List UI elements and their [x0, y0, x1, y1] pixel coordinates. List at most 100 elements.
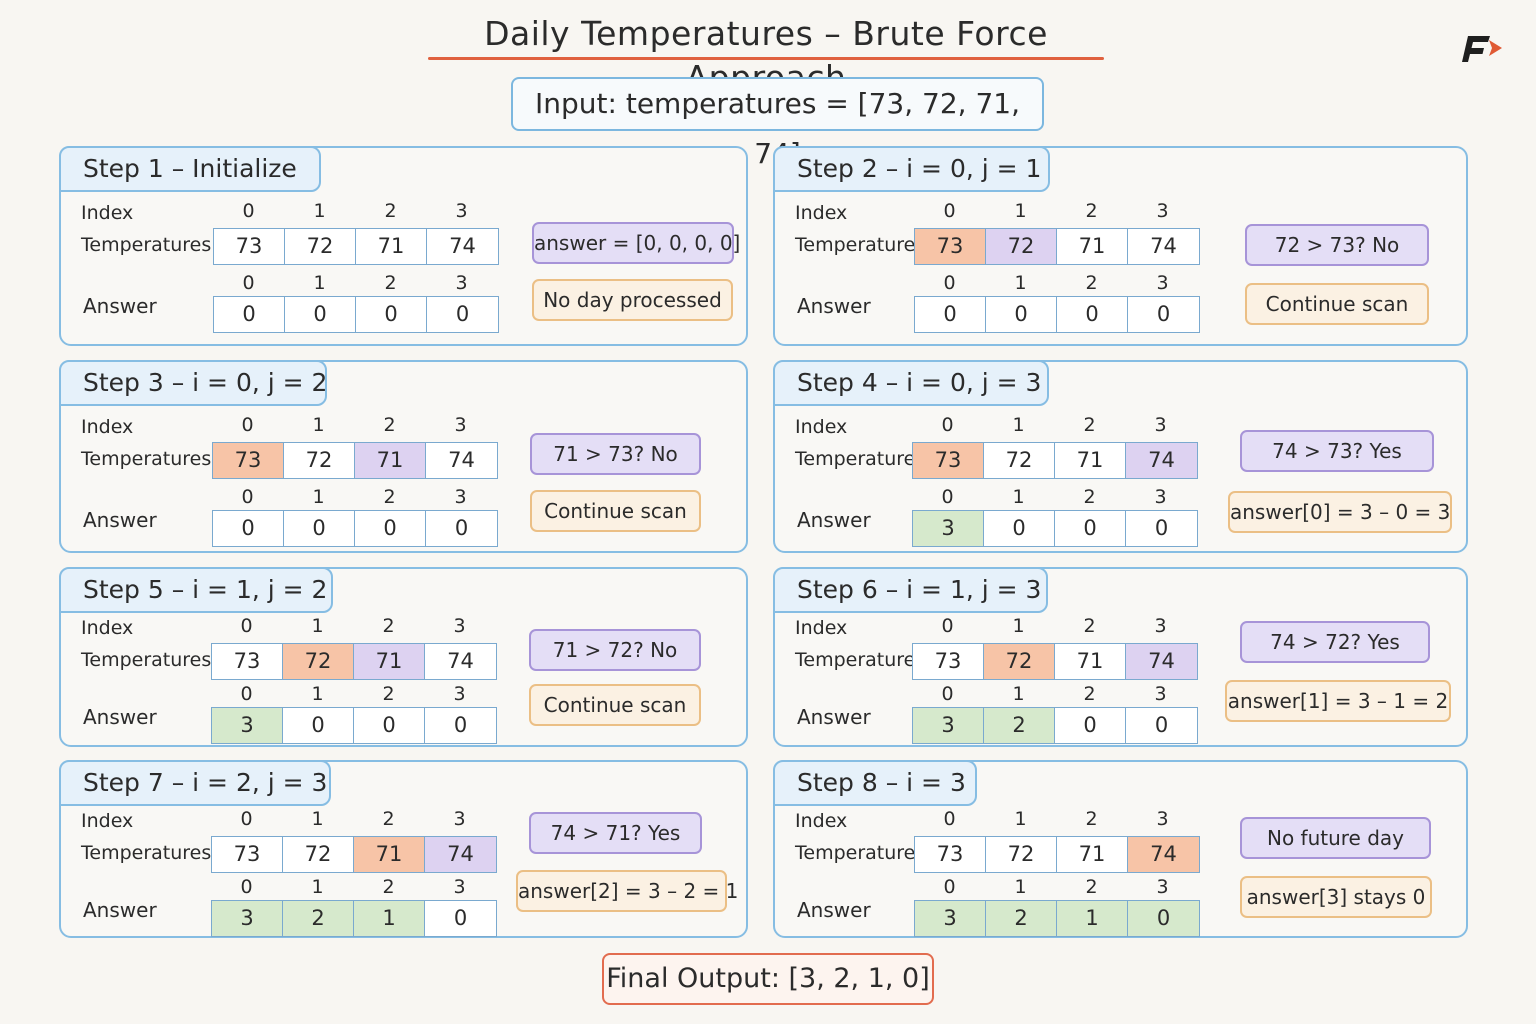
index-number: 0	[240, 615, 253, 637]
action-note: answer[3] stays 0	[1240, 876, 1432, 918]
answer-cell: 3	[915, 901, 986, 936]
comparison-note: 72 > 73? No	[1245, 224, 1429, 266]
index-number: 1	[312, 414, 325, 436]
temperature-cell: 72	[984, 644, 1055, 679]
answer-label: Answer	[797, 508, 871, 532]
answer-cell: 3	[212, 901, 283, 936]
answer-cell: 1	[354, 901, 425, 936]
index-number: 1	[313, 272, 326, 294]
answer-cell: 1	[1057, 901, 1128, 936]
action-note: No day processed	[532, 279, 733, 321]
step-title: Step 8 – i = 3	[773, 760, 977, 806]
temperature-cell: 74	[448, 448, 475, 472]
index-number: 2	[384, 272, 397, 294]
temperatures-row: 73 72 71 74	[912, 442, 1198, 479]
index-number: 2	[1085, 808, 1098, 830]
index-label: Index	[81, 810, 134, 832]
index-number: 1	[1012, 615, 1025, 637]
index-number: 0	[240, 876, 253, 898]
temperatures-row: 73 72 71 74	[211, 643, 497, 680]
index-number: 1	[1012, 414, 1025, 436]
temperature-cell: 72	[284, 443, 355, 478]
answer-cell: 0	[355, 511, 426, 546]
answer-cell: 0	[285, 297, 356, 332]
answer-index-row: 0 1 2 3	[914, 272, 1198, 294]
index-number: 0	[941, 486, 954, 508]
answer-cell: 0	[454, 516, 469, 540]
answer-cell: 0	[984, 511, 1055, 546]
index-number: 3	[1154, 683, 1167, 705]
comparison-note: No future day	[1240, 817, 1431, 859]
step-title: Step 1 – Initialize	[59, 146, 321, 192]
page-title: Daily Temperatures – Brute Force Approac…	[484, 14, 1048, 97]
index-label: Index	[81, 416, 134, 438]
index-number: 3	[454, 414, 467, 436]
index-label: Index	[795, 617, 848, 639]
index-number: 2	[1085, 200, 1098, 222]
temperature-cell: 73	[915, 229, 986, 264]
index-label: Index	[81, 617, 134, 639]
action-note: Continue scan	[530, 490, 701, 532]
answer-cell: 0	[915, 297, 986, 332]
answer-cell: 3	[913, 708, 984, 743]
index-label: Index	[795, 202, 848, 224]
index-row: 0 1 2 3	[213, 200, 497, 222]
index-row: 0 1 2 3	[914, 808, 1198, 830]
temperature-cell: 73	[913, 443, 984, 478]
comparison-note: 71 > 72? No	[529, 629, 701, 671]
answer-cell: 0	[455, 302, 470, 326]
answer-cell: 0	[453, 906, 468, 930]
index-number: 1	[1014, 200, 1027, 222]
temperature-cell: 71	[1055, 644, 1126, 679]
index-number: 2	[382, 615, 395, 637]
final-output-box: Final Output: [3, 2, 1, 0]	[602, 953, 934, 1005]
answer-cell: 0	[1128, 901, 1199, 936]
answer-index-row: 0 1 2 3	[211, 876, 495, 898]
comparison-note: 74 > 72? Yes	[1240, 621, 1430, 663]
answer-label: Answer	[797, 705, 871, 729]
temperature-cell: 73	[213, 443, 284, 478]
answer-label: Answer	[83, 294, 157, 318]
index-number: 3	[1156, 876, 1169, 898]
temperature-cell: 74	[449, 234, 476, 258]
index-number: 2	[382, 683, 395, 705]
answer-cell: 3	[913, 511, 984, 546]
index-label: Index	[81, 202, 134, 224]
temperatures-row: 73 72 71 74	[211, 836, 497, 873]
index-number: 0	[941, 414, 954, 436]
temperature-cell: 73	[212, 644, 283, 679]
index-number: 2	[382, 876, 395, 898]
temperatures-label: Temperatures	[81, 448, 212, 470]
answer-cell: 0	[453, 713, 468, 737]
index-row: 0 1 2 3	[211, 615, 495, 637]
index-number: 2	[1083, 615, 1096, 637]
temperature-cell: 74	[425, 837, 496, 872]
temperatures-row: 73 72 71 74	[914, 228, 1200, 265]
action-note: Continue scan	[529, 684, 701, 726]
index-number: 0	[242, 200, 255, 222]
index-number: 2	[1085, 272, 1098, 294]
index-label: Index	[795, 810, 848, 832]
step-panel: Step 3 – i = 0, j = 2 Index 0 1 2 3 Temperatur…	[59, 360, 748, 553]
temperature-cell: 73	[214, 229, 285, 264]
temperature-cell: 72	[986, 837, 1057, 872]
temperatures-label: Temperatures	[81, 842, 212, 864]
answer-cell: 0	[1055, 511, 1126, 546]
index-row: 0 1 2 3	[211, 808, 495, 830]
index-number: 0	[241, 414, 254, 436]
index-number: 3	[455, 200, 468, 222]
temperature-cell: 72	[285, 229, 356, 264]
index-number: 2	[384, 200, 397, 222]
index-number: 1	[311, 876, 324, 898]
index-number: 2	[1085, 876, 1098, 898]
answer-cell: 0	[1156, 302, 1171, 326]
temperatures-label: Temperatures	[81, 649, 212, 671]
step-panel: Step 4 – i = 0, j = 3 Index 0 1 2 3 Temperatur…	[773, 360, 1468, 553]
answer-cell: 0	[1154, 516, 1169, 540]
temperature-cell: 73	[913, 644, 984, 679]
index-number: 3	[1154, 615, 1167, 637]
temperature-cell: 73	[212, 837, 283, 872]
